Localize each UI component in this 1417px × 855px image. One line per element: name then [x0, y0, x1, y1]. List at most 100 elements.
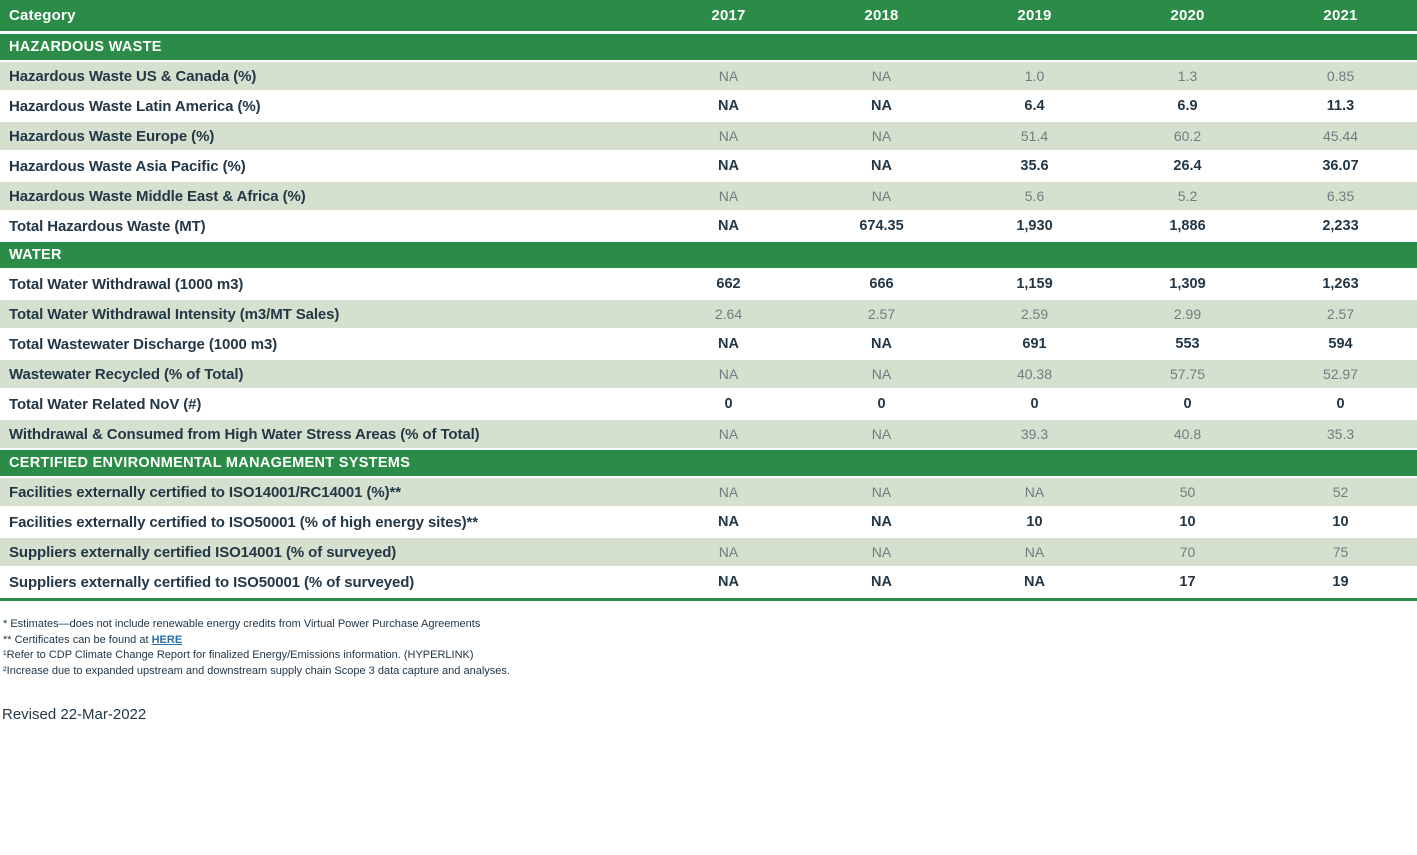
value-cell: 40.8 [1173, 426, 1202, 442]
value-cell: 2.57 [867, 306, 896, 322]
value-cell: 662 [716, 276, 741, 292]
value-cell: NA [871, 544, 892, 560]
value-cell: NA [718, 336, 739, 352]
value-cell: 6.9 [1177, 98, 1198, 114]
value-cell: 52 [1332, 484, 1349, 500]
value-cell: NA [871, 366, 892, 382]
table-row: Total Water Withdrawal Intensity (m3/MT … [0, 300, 1417, 328]
value-cell: NA [1024, 484, 1045, 500]
value-cell: 6.35 [1326, 188, 1355, 204]
here-link[interactable]: HERE [151, 633, 183, 646]
value-cell: NA [718, 188, 739, 204]
value-cell: NA [871, 68, 892, 84]
row-label: Facilities externally certified to ISO14… [9, 483, 401, 501]
table-row: Withdrawal & Consumed from High Water St… [0, 420, 1417, 448]
footnote-certificates: ** Certificates can be found at HERE [3, 633, 1417, 649]
value-cell: NA [718, 574, 739, 590]
value-cell: 6.4 [1024, 98, 1045, 114]
table-row: Facilities externally certified to ISO14… [0, 478, 1417, 506]
table-row: Suppliers externally certified ISO14001 … [0, 538, 1417, 566]
row-label: Withdrawal & Consumed from High Water St… [9, 425, 480, 443]
row-label: Hazardous Waste Middle East & Africa (%) [9, 187, 306, 205]
value-cell: 5.6 [1024, 188, 1045, 204]
value-cell: 594 [1328, 336, 1353, 352]
table-row: Hazardous Waste US & Canada (%) NA NA 1.… [0, 62, 1417, 90]
value-cell: 26.4 [1173, 158, 1202, 174]
table-bottom-border [0, 598, 1417, 601]
value-cell: 52.97 [1322, 366, 1359, 382]
value-cell: 1,930 [1016, 218, 1053, 234]
value-cell: 1,886 [1169, 218, 1206, 234]
value-cell: NA [871, 158, 892, 174]
value-cell: 2.64 [714, 306, 743, 322]
value-cell: 674.35 [859, 218, 904, 234]
value-cell: NA [718, 426, 739, 442]
value-cell: NA [871, 188, 892, 204]
year-header-2021: 2021 [1323, 7, 1358, 24]
value-cell: 36.07 [1322, 158, 1359, 174]
section-header-certified-ems: CERTIFIED ENVIRONMENTAL MANAGEMENT SYSTE… [0, 450, 1417, 476]
value-cell: 35.3 [1326, 426, 1355, 442]
value-cell: 75 [1332, 544, 1349, 560]
value-cell: 0.85 [1326, 68, 1355, 84]
value-cell: 10 [1026, 514, 1043, 530]
value-cell: NA [718, 68, 739, 84]
value-cell: 17 [1179, 574, 1196, 590]
table-header-row: Category 2017 2018 2019 2020 2021 [0, 0, 1417, 31]
table-row: Facilities externally certified to ISO50… [0, 508, 1417, 536]
value-cell: 2.59 [1020, 306, 1049, 322]
value-cell: NA [718, 128, 739, 144]
value-cell: NA [718, 98, 739, 114]
row-label: Hazardous Waste Europe (%) [9, 127, 215, 145]
row-label: Total Water Withdrawal Intensity (m3/MT … [9, 305, 340, 323]
value-cell: 10 [1332, 514, 1349, 530]
section-title: CERTIFIED ENVIRONMENTAL MANAGEMENT SYSTE… [9, 455, 411, 471]
table-row: Hazardous Waste Middle East & Africa (%)… [0, 182, 1417, 210]
value-cell: 553 [1175, 336, 1200, 352]
footnote-scope3: ²Increase due to expanded upstream and d… [3, 664, 510, 677]
value-cell: NA [871, 484, 892, 500]
section-header-hazardous-waste: HAZARDOUS WASTE [0, 34, 1417, 60]
table-row: Wastewater Recycled (% of Total) NA NA 4… [0, 360, 1417, 388]
value-cell: 35.6 [1020, 158, 1049, 174]
value-cell: 2.57 [1326, 306, 1355, 322]
year-header-2018: 2018 [864, 7, 899, 24]
value-cell: 5.2 [1177, 188, 1198, 204]
value-cell: NA [871, 426, 892, 442]
year-header-2020: 2020 [1170, 7, 1205, 24]
value-cell: 0 [1183, 396, 1192, 412]
table-row: Hazardous Waste Asia Pacific (%) NA NA 3… [0, 152, 1417, 180]
value-cell: 666 [869, 276, 894, 292]
value-cell: 50 [1179, 484, 1196, 500]
value-cell: NA [718, 514, 739, 530]
value-cell: 2.99 [1173, 306, 1202, 322]
value-cell: NA [718, 158, 739, 174]
row-label: Wastewater Recycled (% of Total) [9, 365, 244, 383]
value-cell: NA [718, 484, 739, 500]
value-cell: 0 [877, 396, 886, 412]
value-cell: 1,263 [1322, 276, 1359, 292]
section-title: HAZARDOUS WASTE [9, 39, 162, 55]
category-column-header: Category [9, 7, 76, 24]
value-cell: 1,159 [1016, 276, 1053, 292]
footnote-text: ** Certificates can be found at [3, 633, 152, 646]
value-cell: 2,233 [1322, 218, 1359, 234]
value-cell: 0 [1336, 396, 1345, 412]
value-cell: NA [871, 98, 892, 114]
year-header-2017: 2017 [711, 7, 746, 24]
table-row: Hazardous Waste Latin America (%) NA NA … [0, 92, 1417, 120]
table-row: Hazardous Waste Europe (%) NA NA 51.4 60… [0, 122, 1417, 150]
value-cell: NA [718, 544, 739, 560]
value-cell: NA [871, 574, 892, 590]
value-cell: 19 [1332, 574, 1349, 590]
row-label: Suppliers externally certified to ISO500… [9, 573, 415, 591]
value-cell: 45.44 [1322, 128, 1359, 144]
footnote-cdp-report: ¹Refer to CDP Climate Change Report for … [3, 649, 474, 661]
value-cell: NA [718, 366, 739, 382]
section-header-water: WATER [0, 242, 1417, 268]
row-label: Total Hazardous Waste (MT) [9, 217, 206, 235]
row-label: Total Wastewater Discharge (1000 m3) [9, 335, 278, 353]
value-cell: 70 [1179, 544, 1196, 560]
value-cell: NA [871, 514, 892, 530]
value-cell: 1.3 [1177, 68, 1198, 84]
